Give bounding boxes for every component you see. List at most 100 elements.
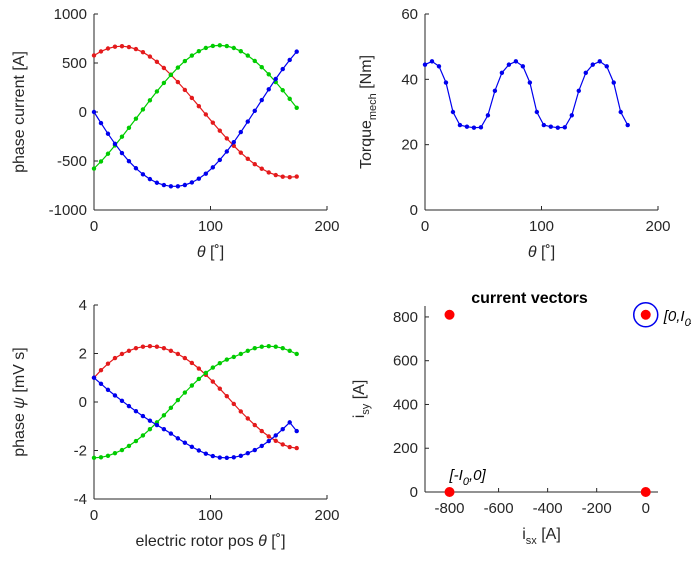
data-point: [119, 398, 125, 403]
phase-flux-plot: 0 100 200 -4 -2 0 2 4 electric rotor pos θ [˚] ph…: [11, 297, 340, 550]
data-point: [259, 428, 264, 434]
data-point: [182, 182, 188, 188]
data-point: [457, 122, 463, 128]
data-point: [625, 122, 630, 128]
data-point: [485, 113, 491, 118]
y-tick-label: 600: [393, 353, 418, 370]
data-point: [105, 387, 111, 393]
x-tick-label: 200: [314, 218, 339, 235]
data-point: [245, 416, 250, 421]
data-point: [119, 351, 125, 357]
data-point: [590, 62, 595, 67]
data-point: [294, 445, 299, 451]
y-tick-label: 20: [401, 137, 418, 154]
data-point: [499, 70, 505, 76]
y-tick-label: 40: [401, 71, 418, 88]
data-point: [168, 184, 174, 189]
data-point: [224, 357, 230, 362]
x-tick-label: 200: [645, 218, 670, 235]
data-point: [245, 450, 250, 456]
data-point: [126, 125, 132, 130]
data-point: [112, 450, 118, 456]
data-point: [105, 361, 111, 366]
data-point: [161, 182, 167, 188]
data-point: [147, 98, 153, 103]
data-point: [443, 80, 449, 85]
data-point: [231, 354, 236, 360]
data-point: [238, 409, 243, 414]
data-point: [231, 455, 236, 460]
data-point: [541, 122, 547, 128]
data-point: [280, 66, 285, 72]
data-point: [217, 43, 223, 48]
data-point: [273, 172, 278, 178]
data-point: [147, 54, 153, 59]
data-point: [245, 348, 250, 354]
data-point: [280, 174, 285, 179]
series-line: [424, 60, 629, 129]
data-point: [273, 433, 278, 438]
data-point: [91, 455, 97, 460]
x-axis-label: θ [˚]: [528, 244, 555, 261]
data-point: [98, 455, 104, 460]
data-point: [238, 453, 243, 459]
data-point: [154, 422, 160, 428]
data-point: [450, 109, 456, 115]
data-point: [294, 105, 299, 110]
x-tick-label: 100: [198, 507, 223, 524]
data-point: [203, 112, 209, 117]
data-point: [105, 151, 111, 156]
y-tick-label: -2: [74, 443, 87, 460]
data-point: [527, 80, 533, 85]
y-tick-label: 0: [79, 394, 87, 411]
data-point: [217, 455, 223, 460]
series-line: [93, 45, 297, 178]
data-point: [266, 72, 271, 77]
series-line: [93, 345, 297, 449]
data-point: [105, 131, 111, 136]
data-point: [182, 58, 188, 64]
vector-annotation: [-I0,0]: [449, 467, 487, 488]
data-point: [422, 62, 428, 67]
x-tick-label: 200: [314, 507, 339, 524]
data-point: [513, 59, 519, 64]
x-axis-label: electric rotor pos θ [˚]: [135, 533, 285, 550]
data-point: [576, 88, 581, 93]
data-point: [464, 124, 470, 129]
data-point: [98, 120, 104, 126]
data-point: [126, 348, 132, 354]
y-tick-label: 200: [393, 440, 418, 457]
data-point: [98, 49, 104, 54]
data-point: [210, 453, 216, 459]
data-point: [245, 119, 250, 124]
data-point: [140, 344, 146, 349]
x-tick-label: 0: [90, 218, 98, 235]
data-point: [98, 368, 104, 373]
data-point: [273, 344, 278, 349]
y-tick-label: -4: [74, 491, 87, 508]
data-point: [294, 174, 299, 179]
data-point: [175, 397, 181, 403]
data-point: [168, 72, 174, 78]
x-tick-label: 0: [90, 507, 98, 524]
data-point: [175, 65, 181, 70]
data-point: [287, 444, 292, 450]
data-point: [175, 79, 181, 85]
data-point: [182, 355, 188, 361]
data-point: [196, 104, 202, 109]
data-point: [112, 393, 118, 398]
x-tick-label: 100: [198, 218, 223, 235]
data-point: [280, 88, 285, 93]
data-point: [287, 174, 292, 180]
data-point: [259, 344, 264, 349]
data-point: [294, 351, 299, 357]
y-tick-label: 400: [393, 396, 418, 413]
data-point: [238, 49, 243, 54]
data-point: [245, 156, 250, 162]
data-point: [147, 418, 153, 423]
vector-point: [444, 487, 455, 497]
data-point: [555, 125, 561, 130]
data-point: [91, 53, 97, 58]
data-point: [196, 376, 202, 382]
